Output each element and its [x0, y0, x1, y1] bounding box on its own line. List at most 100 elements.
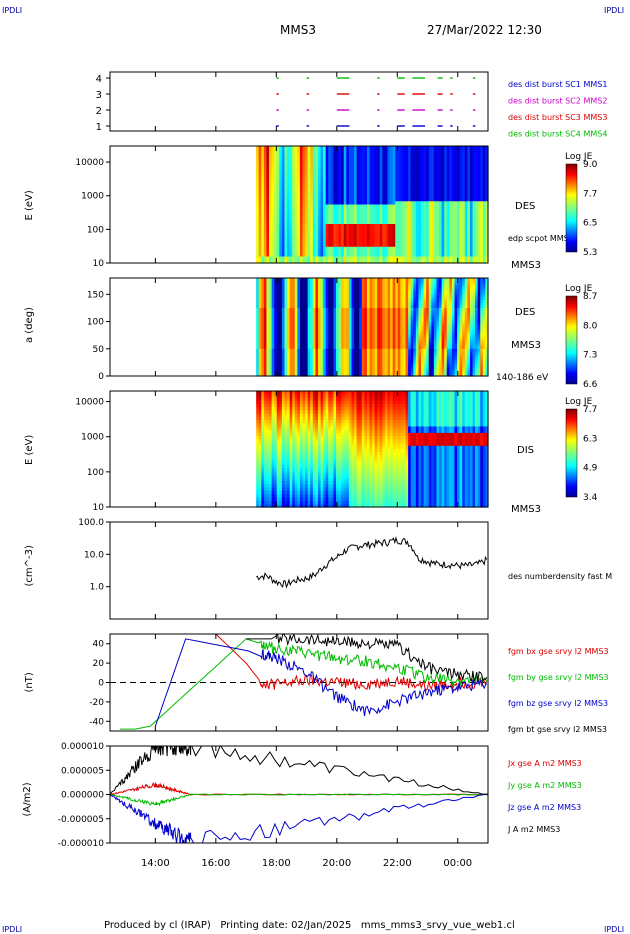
des-pitch-cell — [338, 297, 342, 301]
des-pitch-cell — [336, 354, 340, 358]
des-pitch-cell — [305, 280, 309, 285]
des-pitch-cell — [281, 283, 286, 287]
des-energy-cell — [292, 227, 296, 232]
des-energy-cell — [485, 188, 489, 193]
des-energy-cell — [361, 250, 365, 254]
des-pitch-cell — [292, 340, 296, 344]
des-pitch-cell — [274, 335, 278, 339]
des-pitch-cell — [299, 370, 304, 374]
des-pitch-cell — [271, 359, 275, 363]
des-pitch-cell — [354, 343, 358, 347]
des-pitch-cell — [325, 313, 329, 317]
des-energy-cell — [379, 224, 383, 228]
des-pitch-cell — [333, 359, 337, 363]
des-energy-cell — [266, 217, 270, 222]
des-energy-cell — [317, 188, 322, 193]
des-energy-cell — [366, 246, 371, 251]
des-energy-cell — [397, 165, 402, 170]
des-energy-cell — [341, 227, 345, 232]
des-pitch-cell — [315, 327, 319, 331]
des-energy-cell — [374, 233, 378, 238]
des-energy-cell — [310, 159, 314, 163]
des-energy-cell — [454, 155, 458, 160]
des-energy-cell — [354, 198, 358, 202]
des-energy-cell — [361, 211, 365, 215]
des-energy-cell — [457, 204, 461, 209]
des-energy-cell — [418, 240, 422, 245]
des-pitch-cell — [372, 307, 376, 312]
des-pitch-cell — [302, 335, 306, 339]
des-energy-cell — [418, 246, 422, 251]
des-energy-cell — [390, 253, 394, 258]
des-pitch-cell — [312, 365, 317, 369]
des-pitch-cell — [366, 286, 371, 290]
des-energy-cell — [413, 172, 417, 176]
des-pitch-cell — [354, 329, 358, 334]
des-pitch-cell — [374, 278, 378, 282]
des-energy-cell — [292, 207, 296, 212]
des-pitch-cell — [289, 302, 293, 306]
des-energy-cell — [464, 207, 468, 212]
des-energy-cell — [305, 214, 309, 219]
des-pitch-cell — [356, 297, 360, 301]
des-energy-cell — [294, 149, 298, 154]
des-energy-cell — [469, 233, 474, 238]
des-energy-cell — [320, 198, 324, 202]
des-energy-cell — [317, 207, 322, 212]
des-pitch-cell — [305, 340, 309, 344]
des-energy-cell — [317, 259, 322, 264]
des-energy-cell — [377, 198, 381, 202]
des-pitch-cell — [312, 337, 317, 342]
des-energy-cell — [459, 159, 463, 163]
des-pitch-cell — [307, 324, 311, 328]
des-energy-cell — [449, 155, 453, 160]
des-energy-cell — [289, 250, 293, 254]
des-pitch-cell — [369, 283, 373, 287]
des-energy-cell — [364, 253, 368, 258]
des-energy-cell — [325, 201, 329, 206]
des-pitch-cell — [354, 305, 358, 309]
des-pitch-cell — [266, 332, 270, 336]
des-pitch-cell — [297, 356, 301, 361]
des-energy-cell — [258, 149, 262, 154]
des-energy-cell — [390, 240, 394, 245]
des-pitch-cell — [281, 313, 286, 317]
des-pitch-cell — [269, 327, 273, 331]
des-energy-cell — [457, 159, 461, 163]
des-pitch-cell — [279, 318, 283, 323]
des-pitch-cell — [307, 297, 311, 301]
des-energy-cell — [369, 256, 373, 261]
des-energy-cell — [464, 172, 468, 176]
des-energy-cell — [390, 159, 394, 163]
des-energy-cell — [426, 152, 430, 157]
des-energy-cell — [307, 246, 311, 251]
des-pitch-cell — [315, 278, 319, 282]
des-energy-cell — [279, 250, 283, 254]
des-energy-cell — [330, 224, 335, 228]
des-energy-cell — [261, 194, 265, 199]
des-pitch-cell — [258, 291, 262, 295]
des-pitch-cell — [289, 359, 293, 363]
des-energy-cell — [480, 178, 484, 183]
des-pitch-cell — [325, 332, 329, 336]
des-pitch-cell — [361, 356, 365, 361]
des-energy-cell — [457, 172, 461, 176]
des-energy-cell — [426, 250, 430, 254]
des-energy-cell — [387, 165, 391, 170]
des-energy-cell — [338, 159, 342, 163]
des-energy-cell — [390, 230, 394, 235]
des-pitch-cell — [366, 297, 371, 301]
des-pitch-cell — [364, 340, 368, 344]
des-pitch-cell — [336, 286, 340, 290]
des-energy-cell — [436, 227, 440, 232]
des-energy-cell — [294, 227, 298, 232]
des-energy-cell — [297, 240, 301, 245]
des-energy-cell — [431, 253, 435, 258]
des-pitch-cell — [346, 327, 350, 331]
des-pitch-cell — [369, 288, 373, 293]
des-energy-cell — [384, 172, 389, 176]
des-energy-cell — [433, 211, 438, 215]
des-energy-cell — [395, 149, 399, 154]
des-energy-cell — [475, 207, 479, 212]
des-energy-cell — [475, 211, 479, 215]
